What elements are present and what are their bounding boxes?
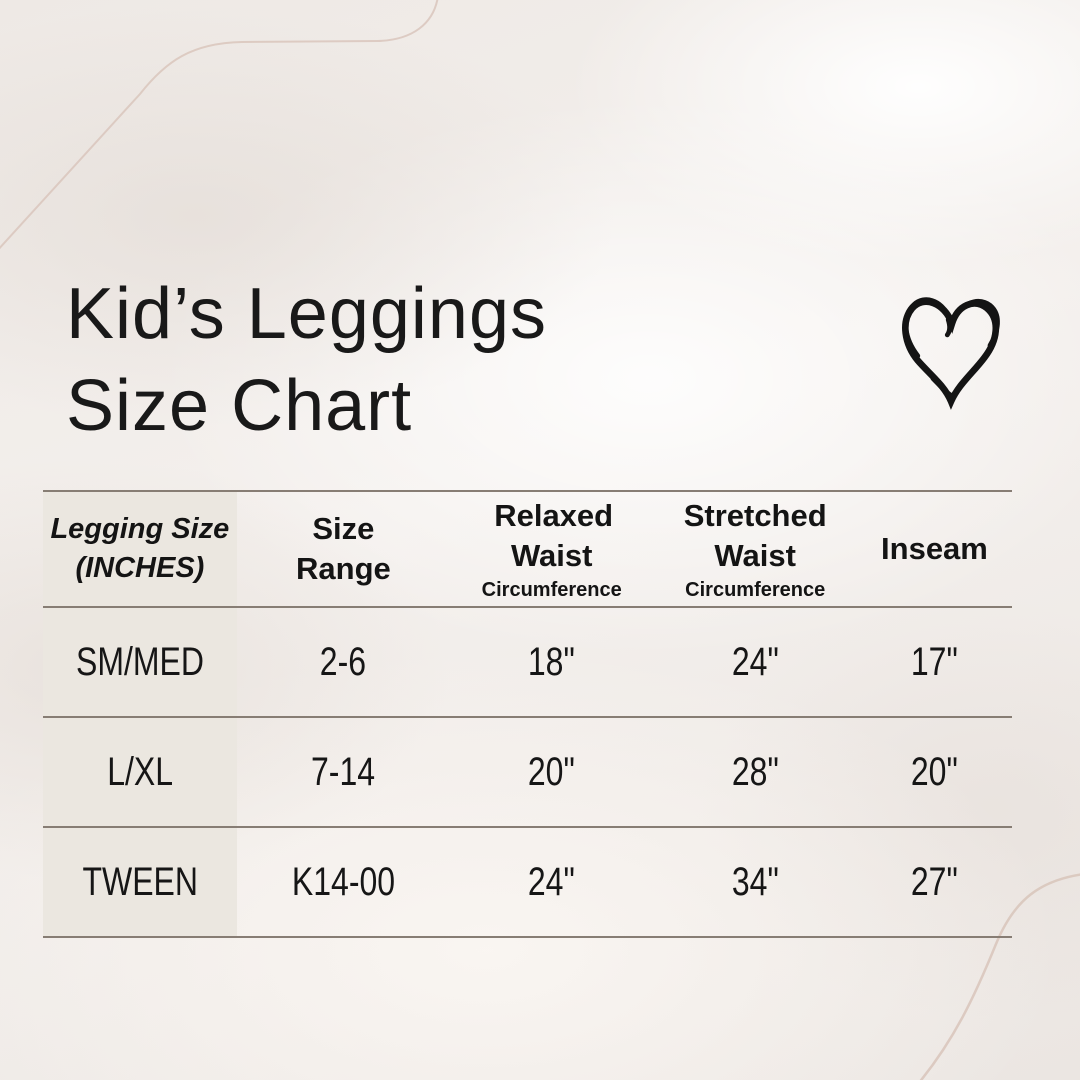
table-cell: 17" <box>857 608 1012 716</box>
header-relaxed-waist: Relaxed Waist Circumference <box>450 492 653 606</box>
cell-value: SM/MED <box>75 639 204 684</box>
header-relaxed-waist-sub: Circumference <box>481 578 622 601</box>
header-inseam-label: Inseam <box>881 531 988 566</box>
cell-value: 7-14 <box>311 749 376 794</box>
cell-value: 18" <box>528 639 576 684</box>
size-chart-table: Legging Size (INCHES) Size Range Relaxed… <box>43 490 1012 938</box>
cell-value: 24" <box>731 639 779 684</box>
header-legging-size-line2: (INCHES) <box>75 552 205 584</box>
header-size-range: Size Range <box>237 492 450 606</box>
decorative-curve-top-left <box>0 0 439 250</box>
cell-value: 27" <box>910 859 958 904</box>
page-title: Kid’s Leggings Size Chart <box>66 268 547 452</box>
header-size-range-label: Size Range <box>296 511 391 586</box>
header-stretched-waist-label: Stretched Waist <box>683 497 827 573</box>
table-row-tween: TWEEN K14-00 24" 34" 27" <box>43 828 1012 938</box>
cell-value: 2-6 <box>320 639 367 684</box>
cell-value: 17" <box>910 639 958 684</box>
cell-value: L/XL <box>106 749 173 794</box>
table-cell: 18" <box>450 608 653 716</box>
title-line-2: Size Chart <box>66 366 413 446</box>
title-line-1: Kid’s Leggings <box>66 274 548 354</box>
table-header-row: Legging Size (INCHES) Size Range Relaxed… <box>43 492 1012 608</box>
table-cell: 7-14 <box>237 718 450 826</box>
table-cell: 24" <box>653 608 856 716</box>
header-legging-size: Legging Size (INCHES) <box>43 492 237 606</box>
cell-value: TWEEN <box>82 859 198 904</box>
header-legging-size-line1: Legging Size <box>50 513 230 545</box>
table-cell: 2-6 <box>237 608 450 716</box>
header-stretched-waist: Stretched Waist Circumference <box>653 492 856 606</box>
cell-value: 28" <box>731 749 779 794</box>
cell-value: 20" <box>528 749 576 794</box>
cell-value: 24" <box>528 859 576 904</box>
table-cell: 24" <box>450 828 653 936</box>
header-inseam: Inseam <box>857 492 1012 606</box>
heart-icon <box>902 297 1000 410</box>
table-cell: 20" <box>450 718 653 826</box>
cell-value: 20" <box>910 749 958 794</box>
cell-value: K14-00 <box>291 859 395 904</box>
table-row-sm-med: SM/MED 2-6 18" 24" 17" <box>43 608 1012 718</box>
header-relaxed-waist-label: Relaxed Waist <box>494 497 614 573</box>
table-row-l-xl: L/XL 7-14 20" 28" 20" <box>43 718 1012 828</box>
table-cell: 27" <box>857 828 1012 936</box>
table-cell: K14-00 <box>237 828 450 936</box>
table-cell: L/XL <box>43 718 237 826</box>
cell-value: 34" <box>731 859 779 904</box>
table-cell: 20" <box>857 718 1012 826</box>
table-cell: SM/MED <box>43 608 237 716</box>
table-cell: TWEEN <box>43 828 237 936</box>
header-stretched-waist-sub: Circumference <box>685 578 826 601</box>
table-cell: 28" <box>653 718 856 826</box>
first-column-highlight <box>43 492 237 938</box>
table-cell: 34" <box>653 828 856 936</box>
